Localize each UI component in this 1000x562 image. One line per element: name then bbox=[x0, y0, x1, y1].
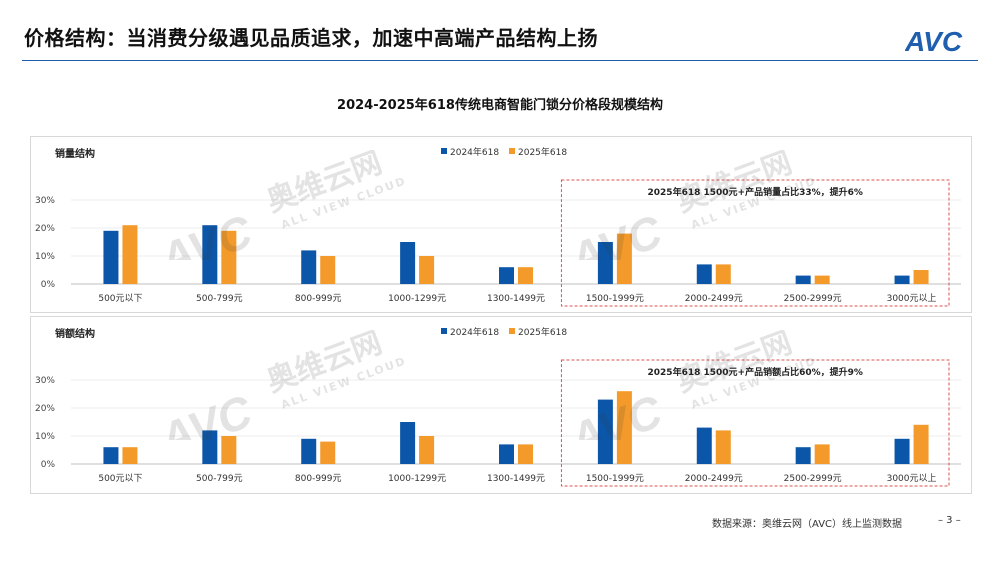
bar-2025 bbox=[518, 444, 533, 464]
bar-2025 bbox=[122, 225, 138, 284]
page-number: – 3 – bbox=[938, 515, 961, 526]
bar-2025 bbox=[715, 430, 731, 464]
sales-volume-panel: 销量结构 2024年618 2025年618 0% 10% 20% 30% 500元以下 500… bbox=[30, 136, 972, 313]
bar-2025 bbox=[419, 436, 435, 464]
x-tick-label: 2500-2999元 bbox=[784, 474, 842, 484]
chart-title: 2024-2025年618传统电商智能门锁分价格段规模结构 bbox=[337, 98, 663, 113]
x-tick-label: 1000-1299元 bbox=[388, 474, 446, 484]
y-tick-label: 20% bbox=[35, 224, 55, 234]
x-tick-label: 800-999元 bbox=[295, 474, 342, 484]
x-tick-label: 500-799元 bbox=[196, 294, 243, 304]
bar-2025 bbox=[122, 447, 138, 464]
y-tick-label: 0% bbox=[41, 460, 56, 470]
y-tick-label: 10% bbox=[35, 252, 55, 262]
y-tick-label: 30% bbox=[35, 376, 55, 386]
panel-label: 销量结构 bbox=[55, 147, 95, 160]
legend-swatch bbox=[441, 328, 447, 334]
x-tick-label: 3000元以上 bbox=[887, 293, 937, 304]
legend-label: 2024年618 bbox=[450, 146, 499, 158]
y-tick-label: 30% bbox=[35, 196, 55, 206]
bar-2025 bbox=[419, 256, 435, 284]
x-tick-label: 1300-1499元 bbox=[487, 294, 545, 304]
x-tick-label: 2000-2499元 bbox=[685, 294, 743, 304]
bar-2025 bbox=[320, 256, 336, 284]
legend-label: 2025年618 bbox=[518, 146, 567, 158]
x-tick-label: 500元以下 bbox=[98, 294, 142, 304]
x-tick-label: 1300-1499元 bbox=[487, 474, 545, 484]
bar-2024 bbox=[202, 225, 218, 284]
header-divider bbox=[22, 60, 978, 61]
x-tick-label: 1000-1299元 bbox=[388, 294, 446, 304]
bar-2024 bbox=[696, 427, 712, 464]
sales-volume-chart: 销量结构 2024年618 2025年618 0% 10% 20% 30% 500元以下 500… bbox=[35, 146, 961, 307]
legend-label: 2024年618 bbox=[450, 326, 499, 338]
legend-swatch bbox=[509, 328, 515, 334]
highlight-annotation: 2025年618 1500元+产品销额占比60%，提升9% bbox=[648, 366, 863, 378]
bar-2024 bbox=[400, 242, 416, 284]
bar-2024 bbox=[499, 267, 514, 284]
x-tick-label: 3000元以上 bbox=[887, 473, 937, 484]
bar-2024 bbox=[400, 422, 416, 464]
bar-2024 bbox=[103, 447, 119, 464]
logo-text: AVC bbox=[905, 26, 963, 56]
y-tick-label: 20% bbox=[35, 404, 55, 414]
bar-2025 bbox=[221, 436, 237, 464]
bar-2024 bbox=[301, 438, 317, 464]
legend-label: 2025年618 bbox=[518, 326, 567, 338]
x-tick-label: 2500-2999元 bbox=[784, 294, 842, 304]
bar-2024 bbox=[597, 399, 613, 464]
bar-2025 bbox=[913, 424, 929, 464]
sales-revenue-chart: 销额结构 2024年618 2025年618 0% 10% 20% 30% 500元以下 500… bbox=[35, 326, 961, 487]
avc-logo: AVC bbox=[905, 26, 963, 56]
bar-2024 bbox=[301, 250, 317, 284]
sales-revenue-panel: 销额结构 2024年618 2025年618 0% 10% 20% 30% 500元以下 500… bbox=[30, 316, 972, 494]
bar-2024 bbox=[597, 242, 613, 284]
bar-2024 bbox=[795, 275, 811, 284]
bar-2025 bbox=[616, 391, 632, 464]
bar-2024 bbox=[103, 230, 119, 284]
highlight-box bbox=[560, 359, 950, 487]
y-tick-label: 10% bbox=[35, 432, 55, 442]
legend-swatch bbox=[441, 148, 447, 154]
x-tick-label: 500元以下 bbox=[98, 474, 142, 484]
bar-2025 bbox=[518, 267, 533, 284]
bar-2024 bbox=[795, 447, 811, 464]
bar-2024 bbox=[499, 444, 514, 464]
bar-2024 bbox=[894, 438, 910, 464]
bar-2024 bbox=[696, 264, 712, 284]
bar-2024 bbox=[202, 430, 218, 464]
x-tick-label: 500-799元 bbox=[196, 474, 243, 484]
page-title: 价格结构：当消费分级遇见品质追求，加速中高端产品结构上扬 bbox=[24, 26, 598, 50]
bar-2025 bbox=[814, 444, 830, 464]
data-source-note: 数据来源：奥维云网（AVC）线上监测数据 bbox=[712, 519, 903, 530]
x-tick-label: 1500-1999元 bbox=[586, 294, 644, 304]
bar-2025 bbox=[913, 270, 929, 284]
highlight-box bbox=[560, 179, 950, 307]
bar-2025 bbox=[715, 264, 731, 284]
bar-2024 bbox=[894, 275, 910, 284]
bar-2025 bbox=[616, 233, 632, 284]
y-tick-label: 0% bbox=[41, 280, 56, 290]
x-tick-label: 800-999元 bbox=[295, 294, 342, 304]
x-tick-label: 1500-1999元 bbox=[586, 474, 644, 484]
x-tick-label: 2000-2499元 bbox=[685, 474, 743, 484]
bar-2025 bbox=[320, 441, 336, 464]
bar-2025 bbox=[221, 230, 237, 284]
highlight-annotation: 2025年618 1500元+产品销量占比33%，提升6% bbox=[648, 186, 863, 198]
panel-label: 销额结构 bbox=[55, 327, 95, 340]
legend-swatch bbox=[509, 148, 515, 154]
bar-2025 bbox=[814, 275, 830, 284]
